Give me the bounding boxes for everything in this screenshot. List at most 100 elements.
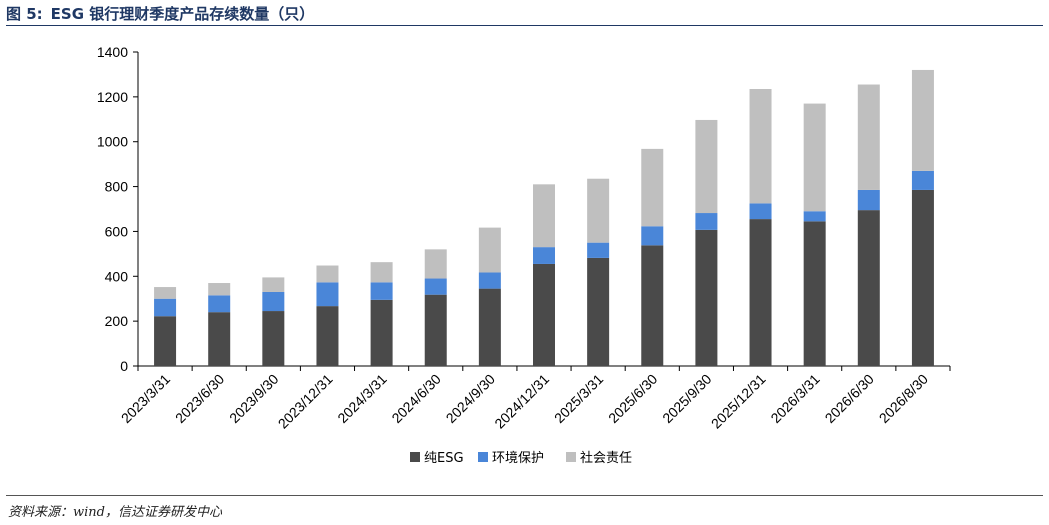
x-tick-label: 2026/8/30 [876,371,932,427]
legend-label: 社会责任 [580,450,632,466]
bar-segment-1 [803,221,826,366]
bar-stack [857,84,880,366]
legend: 纯ESG 环境保护 社会责任 [410,450,632,466]
bar-segment-3 [695,119,718,214]
bar-segment-1 [208,312,231,366]
bar-stack [424,249,447,366]
bar-stack [911,69,934,366]
bar-segment-3 [749,89,772,204]
bar-stack [316,265,339,366]
x-tick-label: 2025/6/30 [605,371,661,427]
x-tick-label: 2024/9/30 [443,371,499,427]
bar-segment-1 [316,306,339,366]
bar-stack [154,287,177,366]
bar-segment-1 [641,245,664,366]
x-tick-label: 2025/12/31 [708,371,769,432]
x-tick-label: 2023/3/31 [118,371,174,427]
bar-segment-3 [154,287,177,299]
bar-segment-1 [154,316,177,366]
y-tick-label: 200 [105,313,129,329]
y-axis: 0 200 400 600 800 1000 1200 1400 [97,44,139,374]
bar-segment-3 [587,178,610,243]
x-tick-label: 2025/3/31 [551,371,607,427]
bar-segment-3 [803,103,826,212]
bar-segment-3 [208,283,231,296]
y-tick-label: 1400 [97,44,128,60]
legend-label: 纯ESG [424,451,464,466]
figure-title-text: ESG 银行理财季度产品存续数量（只） [50,5,315,23]
bar-stack [478,227,501,366]
bar-stack [533,184,555,366]
legend-swatch [566,452,576,462]
bar-segment-2 [262,291,285,312]
source-rule [6,495,1043,496]
bar-segment-3 [857,84,880,190]
bar-segment-1 [857,210,880,366]
bar-segment-2 [316,282,339,307]
bar-segment-1 [749,219,772,366]
bar-segment-2 [533,247,555,264]
bar-segment-2 [208,295,231,313]
bar-segment-2 [641,226,664,246]
source-note: 资料来源：wind，信达证券研发中心 [8,505,222,520]
bar-segment-1 [695,229,718,366]
bar-segment-2 [695,213,718,230]
bar-segment-3 [316,265,339,283]
bar-stack [370,262,393,366]
bar-segment-3 [641,148,664,227]
bar-stack [587,178,610,366]
y-tick-label: 800 [105,179,129,195]
legend-swatch [410,452,420,462]
x-tick-label: 2024/6/30 [388,371,444,427]
legend-swatch [478,452,488,462]
bars [154,69,934,366]
title-rule [6,25,1043,26]
legend-item: 环境保护 [478,451,544,466]
bar-stack [262,277,285,366]
legend-label: 环境保护 [492,451,544,466]
bar-segment-1 [424,294,447,366]
x-tick-label: 2024/12/31 [491,371,552,432]
x-tick-label: 2023/9/30 [226,371,282,427]
bar-stack [641,148,664,366]
x-tick-label: 2026/6/30 [822,371,878,427]
x-tick-label: 2023/6/30 [172,371,228,427]
x-tick-label: 2023/12/31 [275,371,336,432]
y-tick-label: 600 [105,223,129,239]
x-tick-label: 2026/3/31 [767,371,823,427]
bar-segment-2 [587,242,610,258]
bar-segment-1 [262,311,285,366]
bar-stack [749,89,772,366]
bar-segment-2 [803,211,826,222]
y-tick-label: 0 [120,358,128,374]
bar-segment-1 [911,189,934,366]
bar-segment-3 [370,262,393,283]
x-tick-label: 2024/3/31 [334,371,390,427]
bar-segment-3 [478,227,501,273]
bar-segment-3 [424,249,447,279]
bar-segment-2 [857,189,880,211]
bar-segment-3 [533,184,555,248]
bar-segment-2 [478,272,501,289]
bar-segment-2 [370,282,393,300]
figure-title: 图 5: ESG 银行理财季度产品存续数量（只） [6,3,314,24]
bar-segment-2 [424,278,447,295]
bar-segment-1 [533,263,555,366]
bar-segment-1 [587,257,610,366]
x-axis: 2023/3/312023/6/302023/9/302023/12/31202… [118,365,951,432]
y-tick-label: 1200 [97,89,128,105]
bar-segment-1 [370,299,393,366]
bar-segment-3 [911,69,934,171]
legend-item: 纯ESG [410,451,464,466]
x-tick-label: 2025/9/30 [659,371,715,427]
y-tick-label: 1000 [97,134,128,150]
bar-segment-2 [154,298,177,317]
bar-segment-2 [749,203,772,220]
figure-label: 图 5: [6,5,43,23]
bar-stack [695,119,718,366]
legend-item: 社会责任 [566,450,632,466]
bar-segment-2 [911,170,934,190]
bar-stack [803,103,826,366]
bar-segment-3 [262,277,285,292]
